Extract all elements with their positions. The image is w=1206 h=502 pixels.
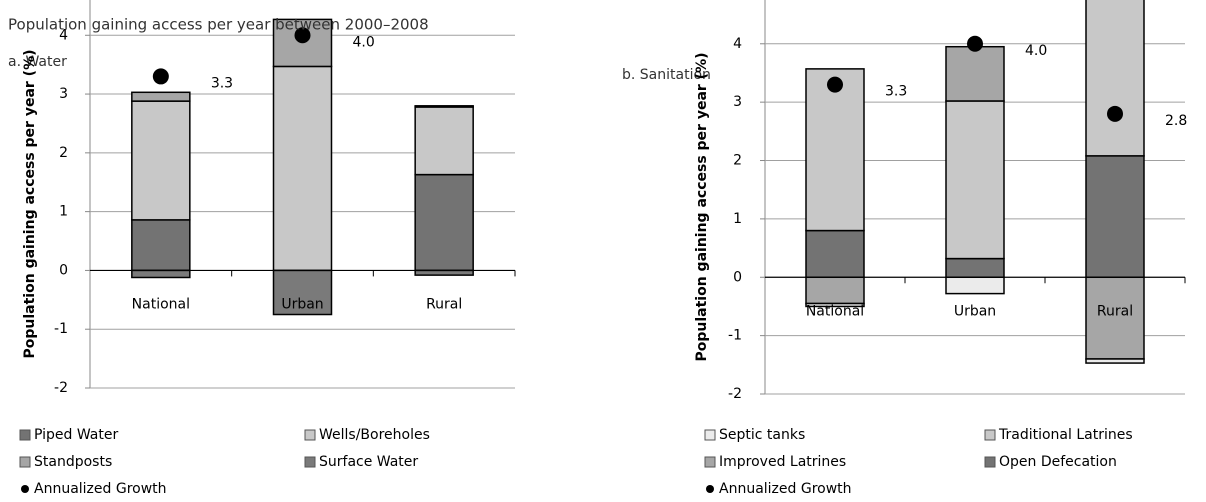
plot [85, 0, 516, 389]
legend-label: Annualized Growth [719, 481, 852, 497]
y-tick-label: 0 [59, 262, 68, 278]
legend-swatch [984, 429, 996, 441]
legend-swatch [304, 429, 316, 441]
bar-segment [805, 229, 865, 279]
bar-segment [1085, 155, 1145, 279]
legend-swatch [19, 429, 31, 441]
growth-dot [294, 27, 311, 44]
y-tick-label: -1 [728, 328, 742, 344]
x-tick-label: Urban [954, 303, 996, 319]
growth-label: 4.0 [1025, 43, 1047, 59]
y-tick-label: 0 [733, 269, 742, 285]
growth-label: 3.3 [885, 84, 907, 100]
legend-swatch [706, 485, 714, 493]
y-tick-label: 2 [59, 145, 68, 161]
x-tick-label: National [806, 303, 864, 319]
legend-swatch [984, 456, 996, 468]
legend-label: Wells/Boreholes [319, 427, 430, 443]
bar-segment [272, 269, 333, 316]
bar-segment [414, 173, 474, 272]
bar-segment [131, 100, 191, 221]
y-tick-label: -1 [54, 321, 68, 337]
bar-segment [272, 65, 333, 272]
y-tick-label: 1 [59, 204, 68, 220]
bar-segment [131, 219, 191, 272]
legend-label: Annualized Growth [34, 481, 167, 497]
legend-swatch [304, 456, 316, 468]
chart-subtitle: a. Water [8, 54, 67, 70]
bar-segment [805, 302, 865, 308]
bar-segment [414, 106, 474, 176]
y-tick-label: 1 [733, 211, 742, 227]
bar-segment [945, 257, 1005, 279]
chart-title: Population gaining access per year betwe… [8, 16, 429, 34]
legend-label: Surface Water [319, 454, 418, 470]
growth-label: 3.3 [211, 75, 233, 91]
y-tick-label: 2 [733, 153, 742, 169]
bar-segment [805, 68, 865, 232]
legend-swatch [704, 429, 716, 441]
x-tick-label: National [132, 296, 190, 312]
bar-segment [414, 105, 474, 108]
growth-label: 2.8 [1165, 113, 1187, 129]
legend-swatch [21, 485, 29, 493]
y-tick-label: 3 [733, 94, 742, 110]
bar-segment [805, 276, 865, 305]
growth-label: 4.0 [353, 34, 375, 50]
legend-swatch [704, 456, 716, 468]
legend-label: Improved Latrines [719, 454, 846, 470]
chart-subtitle: b. Sanitation [622, 67, 711, 83]
legend-label: Traditional Latrines [998, 427, 1133, 443]
y-tick-label: -2 [54, 380, 68, 396]
bar-segment [945, 45, 1005, 102]
legend-swatch [19, 456, 31, 468]
legend-label: Standposts [34, 454, 112, 470]
bar-segment [945, 276, 1005, 295]
bar-segment [131, 91, 191, 102]
growth-dot [152, 68, 169, 85]
y-tick-label: -2 [728, 386, 742, 402]
plot [760, 0, 1186, 395]
legend-label: Piped Water [34, 427, 118, 443]
y-tick-label: 4 [733, 36, 742, 52]
x-tick-label: Rural [426, 296, 462, 312]
bar-segment [1085, 358, 1145, 364]
legend-label: Open Defecation [999, 454, 1117, 470]
growth-dot [967, 35, 983, 52]
bar-segment [1085, 0, 1145, 157]
y-tick-label: 4 [59, 27, 68, 43]
bar-segment [414, 269, 474, 276]
bar-segment [131, 269, 191, 279]
growth-dot [827, 76, 843, 93]
legend-label: Septic tanks [719, 427, 805, 443]
bar-segment [945, 100, 1005, 260]
y-axis-label: Population gaining access per year (%) [694, 52, 710, 361]
y-tick-label: 3 [59, 86, 68, 102]
x-tick-label: Rural [1097, 303, 1133, 319]
growth-dot [1107, 105, 1123, 122]
y-axis-label: Population gaining access per year (%) [22, 49, 38, 358]
x-tick-label: Urban [281, 296, 323, 312]
